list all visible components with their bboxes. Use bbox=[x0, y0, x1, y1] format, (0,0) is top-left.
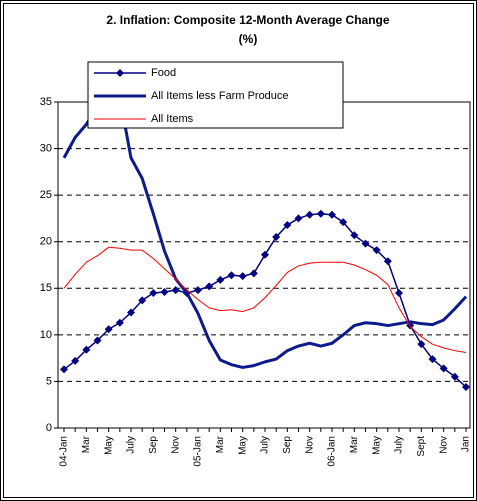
y-tick-label: 35 bbox=[40, 96, 52, 108]
x-tick-label: May bbox=[371, 436, 382, 455]
data-point bbox=[316, 209, 325, 218]
legend: Food All Items less Farm Produce All Items bbox=[87, 61, 344, 129]
data-point bbox=[383, 257, 392, 266]
data-point bbox=[205, 282, 214, 291]
data-point bbox=[171, 286, 180, 295]
data-point bbox=[450, 372, 459, 381]
data-point bbox=[149, 288, 158, 297]
data-point bbox=[194, 286, 202, 295]
data-point bbox=[238, 272, 247, 281]
x-tick-label: Sep bbox=[148, 436, 159, 454]
plot-area bbox=[60, 102, 470, 392]
data-point bbox=[93, 336, 102, 345]
data-point bbox=[227, 271, 236, 280]
chart-title: 2. Inflation: Composite 12-Month Average… bbox=[106, 13, 389, 27]
legend-marker bbox=[116, 69, 124, 77]
x-tick-label: Nov bbox=[304, 436, 315, 454]
data-point bbox=[272, 233, 281, 242]
data-point bbox=[350, 231, 359, 240]
data-point bbox=[160, 288, 169, 297]
data-point bbox=[339, 218, 348, 227]
data-point bbox=[82, 345, 91, 354]
x-tick-label: Mar bbox=[215, 435, 226, 453]
y-tick-label: 0 bbox=[46, 422, 52, 434]
x-tick-label: July bbox=[394, 436, 405, 454]
x-tick-label: Jan bbox=[461, 436, 472, 452]
x-tick-label: July bbox=[126, 436, 137, 454]
data-point bbox=[361, 239, 370, 248]
legend-label: All Items less Farm Produce bbox=[151, 90, 289, 102]
data-point bbox=[462, 383, 470, 392]
data-point bbox=[249, 269, 258, 278]
x-tick-label: 05-Jan bbox=[193, 436, 204, 467]
x-tick-label: 04-Jan bbox=[59, 436, 70, 467]
y-tick-label: 20 bbox=[40, 236, 52, 248]
data-point bbox=[127, 308, 135, 317]
data-point bbox=[294, 214, 303, 223]
x-tick-label: May bbox=[103, 436, 114, 455]
series-line bbox=[62, 102, 468, 369]
x-tick-label: Nov bbox=[170, 436, 181, 454]
data-point bbox=[138, 296, 147, 305]
y-tick-label: 10 bbox=[40, 329, 52, 341]
data-point bbox=[395, 288, 403, 297]
x-tick-label: May bbox=[237, 436, 248, 455]
data-point bbox=[417, 340, 426, 349]
data-point bbox=[104, 325, 113, 334]
y-tick-label: 5 bbox=[46, 375, 52, 387]
y-tick-label: 30 bbox=[40, 142, 52, 154]
chart-subtitle: (%) bbox=[239, 32, 258, 46]
grid bbox=[58, 148, 470, 382]
data-point bbox=[283, 220, 292, 229]
data-point bbox=[71, 356, 80, 365]
data-point bbox=[305, 210, 314, 219]
y-tick-label: 25 bbox=[40, 189, 52, 201]
legend-label: All Items bbox=[151, 113, 194, 125]
x-tick-label: 06-Jan bbox=[327, 436, 338, 467]
data-point bbox=[60, 365, 68, 374]
data-point bbox=[428, 355, 437, 364]
data-point bbox=[439, 364, 448, 373]
inner-frame bbox=[3, 3, 474, 498]
legend-label: Food bbox=[151, 67, 176, 79]
data-point bbox=[328, 210, 336, 219]
data-point bbox=[261, 250, 269, 259]
data-point bbox=[115, 318, 124, 327]
x-tick-label: Mar bbox=[81, 435, 92, 453]
data-point bbox=[372, 246, 381, 255]
x-tick-label: July bbox=[260, 436, 271, 454]
x-tick-label: Sep bbox=[282, 436, 293, 454]
series-line bbox=[63, 246, 467, 354]
data-point bbox=[216, 275, 225, 284]
x-tick-label: Nov bbox=[438, 436, 449, 454]
x-tick-label: Mar bbox=[349, 435, 360, 453]
y-tick-label: 15 bbox=[40, 282, 52, 294]
x-tick-label: Sept bbox=[416, 436, 427, 457]
